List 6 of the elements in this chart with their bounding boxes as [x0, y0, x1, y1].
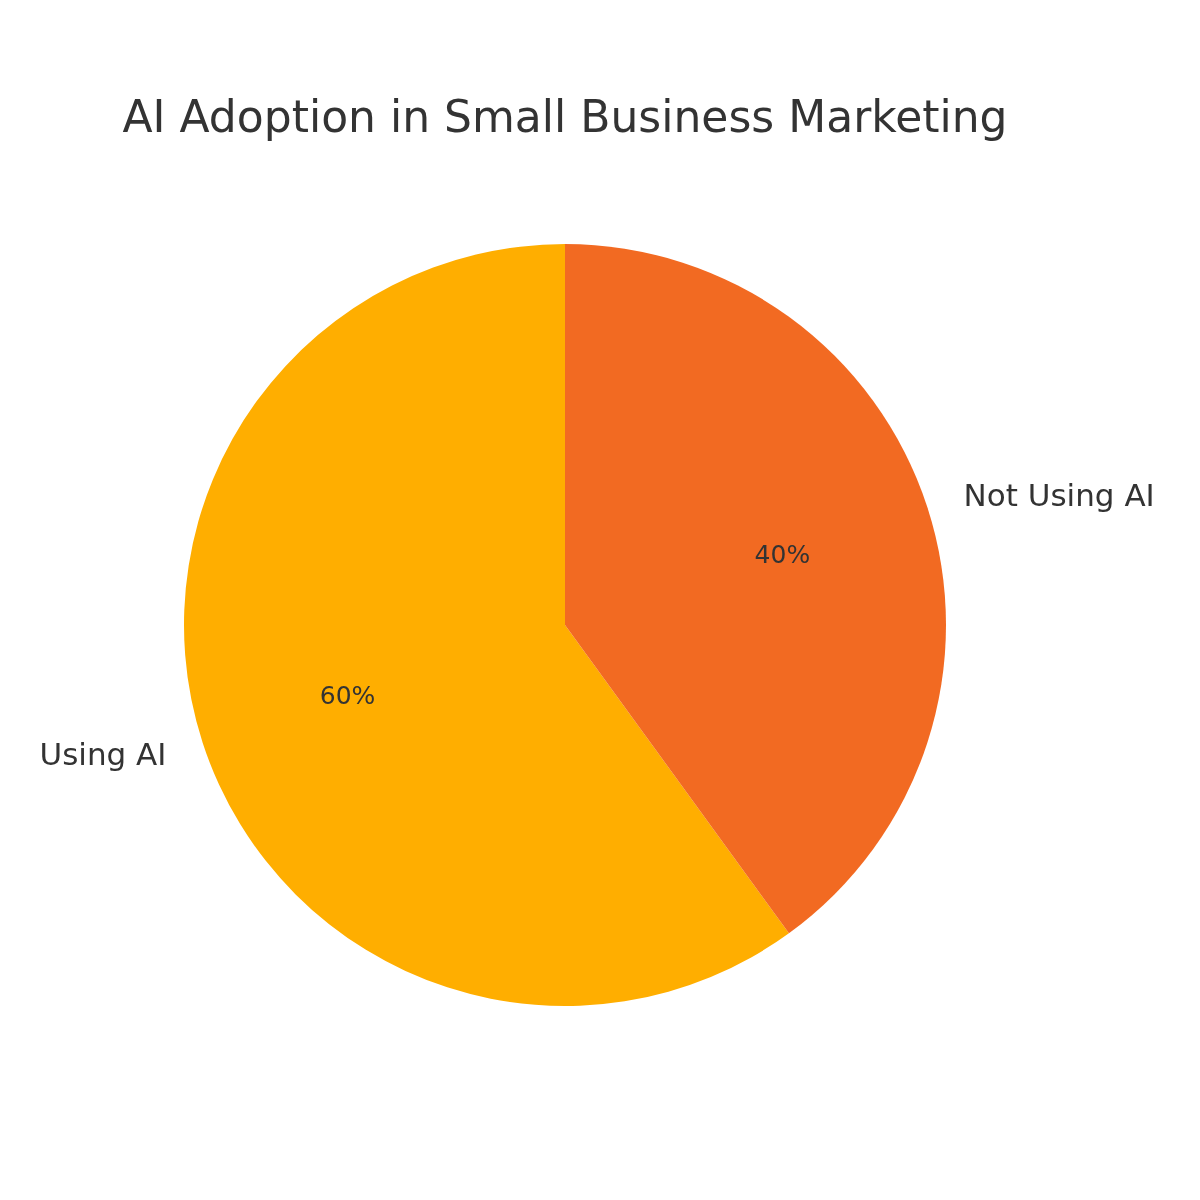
slice-label: Not Using AI	[963, 477, 1155, 514]
slice-label: Using AI	[39, 736, 167, 773]
data-label: 40%	[754, 540, 811, 570]
chart-title: AI Adoption in Small Business Marketing	[122, 91, 1008, 142]
data-label: 60%	[319, 681, 376, 711]
pie-slice	[565, 244, 946, 934]
